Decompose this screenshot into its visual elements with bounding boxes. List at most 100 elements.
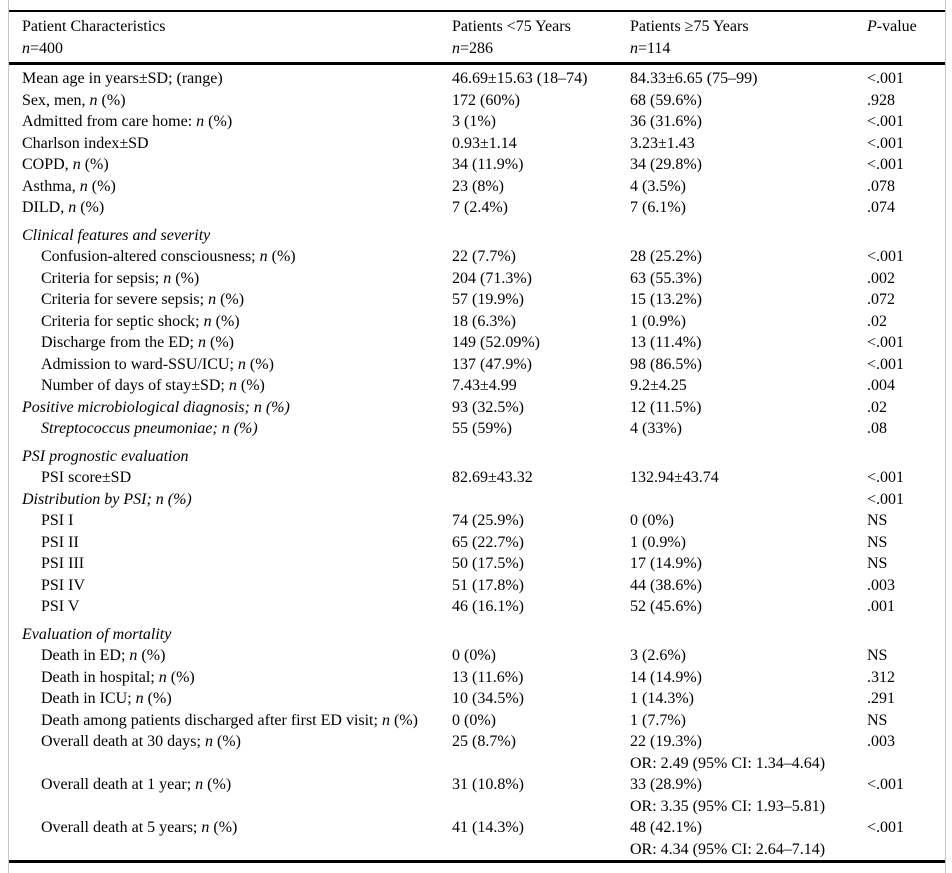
cell-pvalue bbox=[867, 624, 945, 646]
cell-pvalue: NS bbox=[867, 647, 888, 664]
row-label: Death in hospital; n (%) bbox=[41, 668, 195, 686]
cell-under75: 46 (16.1%) bbox=[452, 598, 524, 615]
header-col-under75: Patients <75 Years n=286 bbox=[452, 16, 630, 60]
cell-under75: 137 (47.9%) bbox=[452, 355, 532, 373]
cell-under75: 18 (6.3%) bbox=[452, 312, 516, 330]
table-row: Death in ICU; n (%) 10 (34.5%) 1 (14.3%)… bbox=[9, 688, 945, 710]
cell-pvalue: <.001 bbox=[867, 776, 905, 793]
cell-or-line: OR: 2.49 (95% CI: 1.34–4.64) bbox=[630, 754, 826, 772]
table-row: Positive microbiological diagnosis; n (%… bbox=[9, 397, 945, 419]
cell-over75: 7 (6.1%) bbox=[630, 199, 686, 216]
cell-pvalue: .072 bbox=[867, 291, 895, 308]
cell-pvalue: <.001 bbox=[867, 113, 905, 130]
cell-pvalue: .312 bbox=[867, 668, 895, 686]
header-divider-rule bbox=[9, 62, 945, 65]
cell-pvalue: .08 bbox=[867, 420, 887, 437]
cell-pvalue: NS bbox=[867, 533, 888, 551]
cell-under75: 74 (25.9%) bbox=[452, 512, 524, 529]
cell-under75: 51 (17.8%) bbox=[452, 576, 524, 594]
table-row: Death in ED; n (%) 0 (0%) 3 (2.6%) NS bbox=[9, 645, 945, 667]
cell-under75: 13 (11.6%) bbox=[452, 668, 524, 686]
cell-under75: 46.69±15.63 (18–74) bbox=[452, 70, 588, 87]
table-row: Overall death at 5 years; n (%) 41 (14.3… bbox=[9, 817, 945, 860]
table-row: Criteria for septic shock; n (%) 18 (6.3… bbox=[9, 311, 945, 333]
row-label: Death in ICU; n (%) bbox=[41, 690, 172, 707]
row-label: PSI prognostic evaluation bbox=[22, 447, 189, 465]
row-label: PSI IV bbox=[41, 576, 86, 594]
cell-over75: 63 (55.3%) bbox=[630, 269, 702, 287]
row-label: Overall death at 5 years; n (%) bbox=[41, 819, 238, 836]
cell-over75: 3.23±1.43 bbox=[630, 134, 695, 152]
cell-over75: 14 (14.9%) bbox=[630, 668, 702, 686]
header-col-pvalue: P-value bbox=[867, 16, 945, 60]
cell-over75: 12 (11.5%) bbox=[630, 398, 702, 416]
cell-over75: 9.2±4.25 bbox=[630, 377, 687, 394]
row-label: DILD, n (%) bbox=[22, 199, 105, 216]
row-label: PSI score±SD bbox=[41, 469, 132, 486]
cell-under75: 204 (71.3%) bbox=[452, 269, 532, 287]
cell-pvalue: .004 bbox=[867, 377, 895, 394]
cell-over75 bbox=[630, 624, 867, 646]
cell-under75: 172 (60%) bbox=[452, 91, 520, 109]
cell-over75: 98 (86.5%) bbox=[630, 355, 702, 373]
cell-or-line: OR: 3.35 (95% CI: 1.93–5.81) bbox=[630, 797, 826, 815]
row-label: Clinical features and severity bbox=[22, 226, 211, 244]
header-col-characteristics: Patient Characteristics n=400 bbox=[22, 16, 452, 60]
cell-under75: 7 (2.4%) bbox=[452, 199, 508, 216]
table-row: PSI score±SD 82.69±43.32 132.94±43.74 <.… bbox=[9, 467, 945, 489]
cell-pvalue: .003 bbox=[867, 733, 895, 750]
row-label: Mean age in years±SD; (range) bbox=[22, 70, 223, 87]
header-col-over75: Patients ≥75 Years n=114 bbox=[630, 16, 867, 60]
cell-under75: 93 (32.5%) bbox=[452, 398, 524, 416]
cell-pvalue: NS bbox=[867, 555, 888, 572]
header-over75-title: Patients ≥75 Years bbox=[630, 18, 749, 35]
cell-over75: 0 (0%) bbox=[630, 512, 674, 529]
row-label: Positive microbiological diagnosis; n (%… bbox=[22, 398, 290, 416]
table-row: COPD, n (%) 34 (11.9%) 34 (29.8%) <.001 bbox=[9, 154, 945, 176]
table-row: Confusion-altered consciousness; n (%) 2… bbox=[9, 246, 945, 268]
cell-under75: 50 (17.5%) bbox=[452, 555, 524, 572]
cell-pvalue: <.001 bbox=[867, 355, 905, 373]
row-label: Death in ED; n (%) bbox=[41, 647, 166, 664]
cell-over75 bbox=[630, 446, 867, 468]
table-row: Admitted from care home: n (%) 3 (1%) 36… bbox=[9, 111, 945, 133]
row-label: Criteria for severe sepsis; n (%) bbox=[41, 291, 245, 308]
cell-under75: 0 (0%) bbox=[452, 647, 496, 664]
cell-over75: 1 (14.3%) bbox=[630, 690, 694, 707]
table-row: Criteria for severe sepsis; n (%) 57 (19… bbox=[9, 289, 945, 311]
cell-over75: 84.33±6.65 (75–99) bbox=[630, 70, 758, 87]
row-label: Admitted from care home: n (%) bbox=[22, 113, 233, 130]
header-characteristics-title: Patient Characteristics bbox=[22, 18, 166, 35]
cell-pvalue: .291 bbox=[867, 690, 895, 707]
cell-under75: 65 (22.7%) bbox=[452, 533, 524, 551]
cell-over75: 3 (2.6%) bbox=[630, 647, 686, 664]
cell-over75: 1 (0.9%) bbox=[630, 312, 686, 330]
table-row: Clinical features and severity bbox=[9, 225, 945, 247]
cell-under75: 22 (7.7%) bbox=[452, 248, 516, 265]
cell-pvalue: .003 bbox=[867, 576, 895, 594]
cell-over75: 28 (25.2%) bbox=[630, 248, 702, 265]
row-label: Criteria for sepsis; n (%) bbox=[41, 269, 200, 287]
cell-under75 bbox=[452, 446, 630, 468]
table-row: Overall death at 30 days; n (%) 25 (8.7%… bbox=[9, 731, 945, 774]
table-row: Evaluation of mortality bbox=[9, 624, 945, 646]
row-label: PSI V bbox=[41, 598, 80, 615]
table-row: Sex, men, n (%) 172 (60%) 68 (59.6%) .92… bbox=[9, 90, 945, 112]
table-row: PSI V 46 (16.1%) 52 (45.6%) .001 bbox=[9, 596, 945, 618]
table-row: PSI III 50 (17.5%) 17 (14.9%) NS bbox=[9, 553, 945, 575]
cell-over75: 4 (33%) bbox=[630, 420, 682, 437]
table-row: Death in hospital; n (%) 13 (11.6%) 14 (… bbox=[9, 667, 945, 689]
table-row: Criteria for sepsis; n (%) 204 (71.3%) 6… bbox=[9, 268, 945, 290]
row-label: Number of days of stay±SD; n (%) bbox=[41, 377, 265, 394]
cell-pvalue: .02 bbox=[867, 312, 887, 330]
cell-pvalue: <.001 bbox=[867, 134, 905, 152]
header-under75-n: n=286 bbox=[452, 40, 494, 57]
cell-pvalue: NS bbox=[867, 711, 888, 729]
cell-over75: 17 (14.9%) bbox=[630, 555, 702, 572]
cell-under75: 3 (1%) bbox=[452, 113, 496, 130]
cell-pvalue: NS bbox=[867, 512, 888, 529]
cell-over75: 33 (28.9%) OR: 3.35 (95% CI: 1.93–5.81) bbox=[630, 774, 867, 817]
cell-under75: 10 (34.5%) bbox=[452, 690, 524, 707]
row-label: Overall death at 1 year; n (%) bbox=[41, 776, 232, 793]
cell-pvalue: .928 bbox=[867, 91, 895, 109]
